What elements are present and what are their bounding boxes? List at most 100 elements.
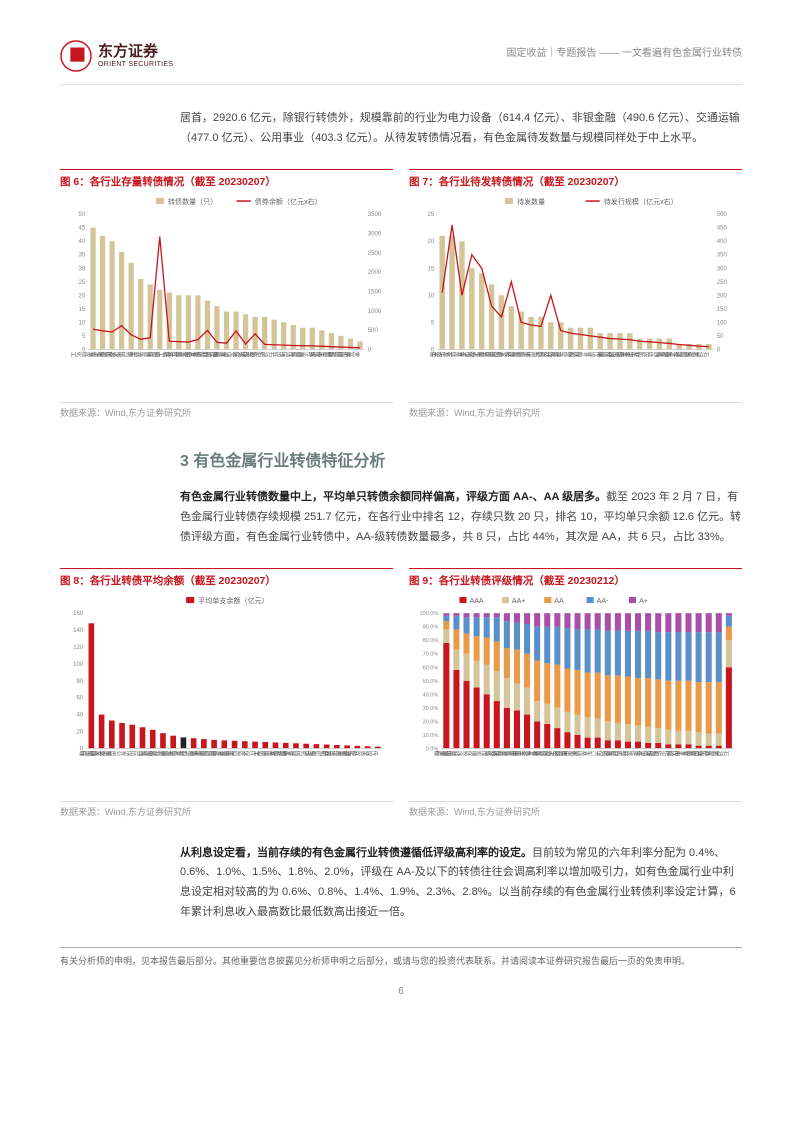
- fig7-source: 数据来源：Wind,东方证券研究所: [409, 402, 742, 420]
- figure-7: 图 7：各行业待发转债情况（截至 20230207） 待发数量 待发行规模（亿元x…: [409, 169, 742, 421]
- svg-text:50: 50: [78, 213, 85, 219]
- page-header: 东方证券 ORIENT SECURITIES 固定收益｜专题报告 —— 一文看遍…: [60, 40, 742, 85]
- company-logo: 东方证券 ORIENT SECURITIES: [60, 40, 173, 72]
- fig9-source: 数据来源：Wind,东方证券研究所: [409, 801, 742, 819]
- svg-text:500: 500: [368, 328, 379, 334]
- svg-text:150: 150: [717, 307, 728, 313]
- svg-text:石油石化: 石油石化: [705, 750, 729, 757]
- page-number: 6: [60, 984, 742, 1000]
- company-name-en: ORIENT SECURITIES: [98, 61, 173, 69]
- charts-row-2: 图 8：各行业转债平均余额（截至 20230207） 平均单支余额（亿元）020…: [60, 568, 742, 820]
- svg-text:120: 120: [73, 645, 84, 651]
- fig9-title: 图 9：各行业转债评级情况（截至 20230212）: [409, 568, 742, 590]
- company-name-cn: 东方证券: [98, 43, 173, 61]
- fig7-title: 图 7：各行业待发转债情况（截至 20230207）: [409, 169, 742, 191]
- svg-text:0: 0: [717, 348, 721, 354]
- svg-text:80: 80: [76, 679, 83, 685]
- svg-text:煤炭: 煤炭: [120, 750, 134, 757]
- fig7-chart: 待发数量待发行规模（亿元x右）0510152025050100150200250…: [409, 196, 742, 398]
- charts-row-1: 图 6：各行业存量转债情况（截至 20230207） 转债数量（只） 债券余额（亿…: [60, 169, 742, 421]
- svg-text:20: 20: [427, 240, 434, 246]
- svg-text:90.0%: 90.0%: [423, 625, 439, 631]
- svg-text:100: 100: [73, 662, 84, 668]
- svg-text:3000: 3000: [368, 232, 382, 238]
- fig6-source: 数据来源：Wind,东方证券研究所: [60, 402, 393, 420]
- svg-text:300: 300: [717, 267, 728, 273]
- svg-text:60.0%: 60.0%: [423, 666, 439, 672]
- svg-text:待发数量: 待发数量: [517, 197, 545, 206]
- section-3-paragraph: 有色金属行业转债数量中上，平均单只转债余额同样偏高，评级方面 AA-、AA 级居…: [180, 488, 742, 547]
- figure-6: 图 6：各行业存量转债情况（截至 20230207） 转债数量（只） 债券余额（亿…: [60, 169, 393, 421]
- para4-bold: 从利息设定看，当前存续的有色金属行业转债遵循低评级高利率的设定。: [180, 847, 532, 859]
- svg-text:500: 500: [717, 213, 728, 219]
- svg-text:1000: 1000: [368, 309, 382, 315]
- svg-text:450: 450: [717, 226, 728, 232]
- svg-text:140: 140: [73, 628, 84, 634]
- svg-text:100: 100: [717, 321, 728, 327]
- svg-text:250: 250: [717, 280, 728, 286]
- svg-text:建筑装饰: 建筑装饰: [547, 351, 572, 358]
- fig9-chart: AAAAA+AAAA-A+0.0%10.0%20.0%30.0%40.0%50.…: [409, 595, 742, 797]
- fig6-title: 图 6：各行业存量转债情况（截至 20230207）: [60, 169, 393, 191]
- svg-text:5: 5: [431, 321, 435, 327]
- svg-text:15: 15: [427, 267, 434, 273]
- svg-text:20.0%: 20.0%: [423, 720, 439, 726]
- svg-text:35: 35: [78, 253, 85, 259]
- svg-text:70.0%: 70.0%: [423, 652, 439, 658]
- svg-text:转债数量（只）: 转债数量（只）: [168, 197, 217, 206]
- svg-text:10: 10: [78, 321, 85, 327]
- svg-text:传媒: 传媒: [365, 750, 379, 757]
- section-3-title: 3 有色金属行业转债特征分析: [180, 449, 742, 475]
- fig8-source: 数据来源：Wind,东方证券研究所: [60, 801, 393, 819]
- svg-text:100.0%: 100.0%: [420, 612, 439, 618]
- figure-9: 图 9：各行业转债评级情况（截至 20230212） AAAAA+AAAA-A+…: [409, 568, 742, 820]
- svg-text:纺织服饰: 纺织服饰: [645, 750, 670, 757]
- svg-text:50.0%: 50.0%: [423, 679, 439, 685]
- svg-text:3500: 3500: [368, 213, 382, 219]
- svg-text:200: 200: [717, 294, 728, 300]
- svg-text:1500: 1500: [368, 290, 382, 296]
- svg-text:80.0%: 80.0%: [423, 639, 439, 645]
- header-breadcrumb: 固定收益｜专题报告 —— 一文看遍有色金属行业转债: [506, 40, 742, 62]
- svg-text:美容护理: 美容护理: [345, 750, 369, 757]
- svg-text:2000: 2000: [368, 271, 382, 277]
- fig8-title: 图 8：各行业转债平均余额（截至 20230207）: [60, 568, 393, 590]
- svg-text:350: 350: [717, 253, 728, 259]
- fig6-chart: 转债数量（只）债券余额（亿元x右）05101520253035404550050…: [60, 196, 393, 398]
- svg-text:45: 45: [78, 226, 85, 232]
- para3-bold: 有色金属行业转债数量中上，平均单只转债余额同样偏高，评级方面 AA-、AA 级居…: [180, 491, 606, 503]
- svg-text:10: 10: [427, 294, 434, 300]
- svg-text:40: 40: [78, 240, 85, 246]
- svg-text:石油石化: 石油石化: [685, 351, 709, 358]
- svg-text:AA-: AA-: [597, 598, 609, 605]
- footer-disclaimer: 有关分析师的申明，见本报告最后部分。其他重要信息披露见分析师申明之后部分，或请与…: [60, 947, 742, 968]
- svg-text:待发行规模（亿元x右）: 待发行规模（亿元x右）: [604, 197, 678, 206]
- svg-text:40: 40: [76, 713, 83, 719]
- svg-text:60: 60: [76, 696, 83, 702]
- svg-text:交通运输: 交通运输: [443, 750, 468, 757]
- svg-text:40.0%: 40.0%: [423, 693, 439, 699]
- svg-text:A+: A+: [639, 598, 648, 605]
- svg-text:机械设备: 机械设备: [283, 750, 308, 757]
- svg-text:平均单支余额（亿元）: 平均单支余额（亿元）: [198, 596, 268, 605]
- svg-text:公用事业: 公用事业: [100, 750, 122, 757]
- svg-text:AA: AA: [554, 598, 564, 605]
- svg-text:国防军工: 国防军工: [627, 351, 650, 358]
- svg-text:建筑材料: 建筑材料: [615, 750, 640, 757]
- section-4-paragraph: 从利息设定看，当前存续的有色金属行业转债遵循低评级高利率的设定。目前较为常见的六…: [180, 844, 742, 923]
- svg-text:20: 20: [78, 294, 85, 300]
- svg-text:石油石化: 石油石化: [251, 351, 275, 358]
- svg-text:AA+: AA+: [512, 598, 526, 605]
- svg-text:30.0%: 30.0%: [423, 706, 439, 712]
- svg-text:0: 0: [368, 348, 372, 354]
- svg-text:美容护理: 美容护理: [337, 351, 361, 358]
- fig8-chart: 平均单支余额（亿元）020406080100120140160银行交通运输非银金…: [60, 595, 393, 797]
- svg-text:债券余额（亿元x右）: 债券余额（亿元x右）: [255, 197, 322, 206]
- svg-text:400: 400: [717, 240, 728, 246]
- svg-text:25: 25: [78, 280, 85, 286]
- svg-text:医药生物: 医药生物: [221, 750, 245, 757]
- svg-text:基础化工: 基础化工: [565, 750, 589, 757]
- svg-text:30: 30: [78, 267, 85, 273]
- svg-text:5: 5: [82, 334, 86, 340]
- svg-text:160: 160: [73, 612, 84, 618]
